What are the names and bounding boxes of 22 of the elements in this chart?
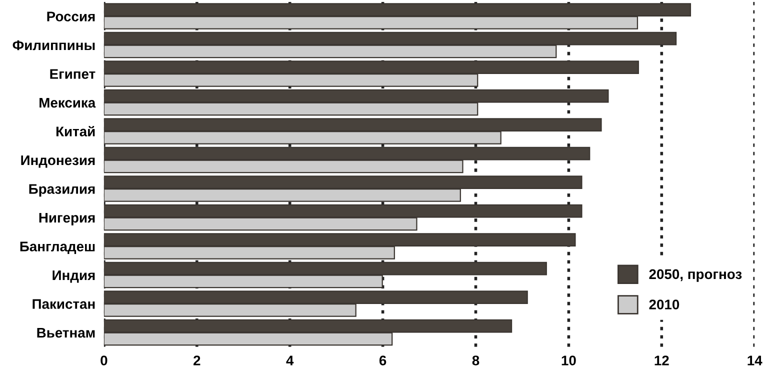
y-tick-label: Бангладеш [20,242,95,254]
x-tick-label: 4 [286,356,294,366]
legend-label: 2050, прогноз [649,269,742,282]
y-tick-label: Бразилия [29,184,95,197]
y-tick-label: Пакистан [32,299,95,309]
x-tick-label: 12 [654,356,669,366]
x-tick-label: 6 [379,356,386,366]
x-tick-label: 8 [472,356,480,366]
y-tick-label: Египет [50,69,96,79]
x-tick-label: 10 [562,356,576,366]
y-tick-label: Вьетнам [37,328,95,338]
y-tick-label: Мексика [40,98,96,108]
y-tick-label: Россия [47,12,95,22]
y-tick-label: Китай [56,126,95,136]
x-tick-label: 0 [100,356,108,366]
y-tick-label: Индонезия [21,155,95,168]
y-tick-label: Нигерия [39,212,95,226]
legend-label: 2010 [649,300,680,310]
y-tick-label: Филиппины [12,40,95,50]
x-tick-label: 14 [748,356,762,366]
x-tick-label: 2 [194,356,200,366]
y-tick-label: Индия [52,270,95,283]
